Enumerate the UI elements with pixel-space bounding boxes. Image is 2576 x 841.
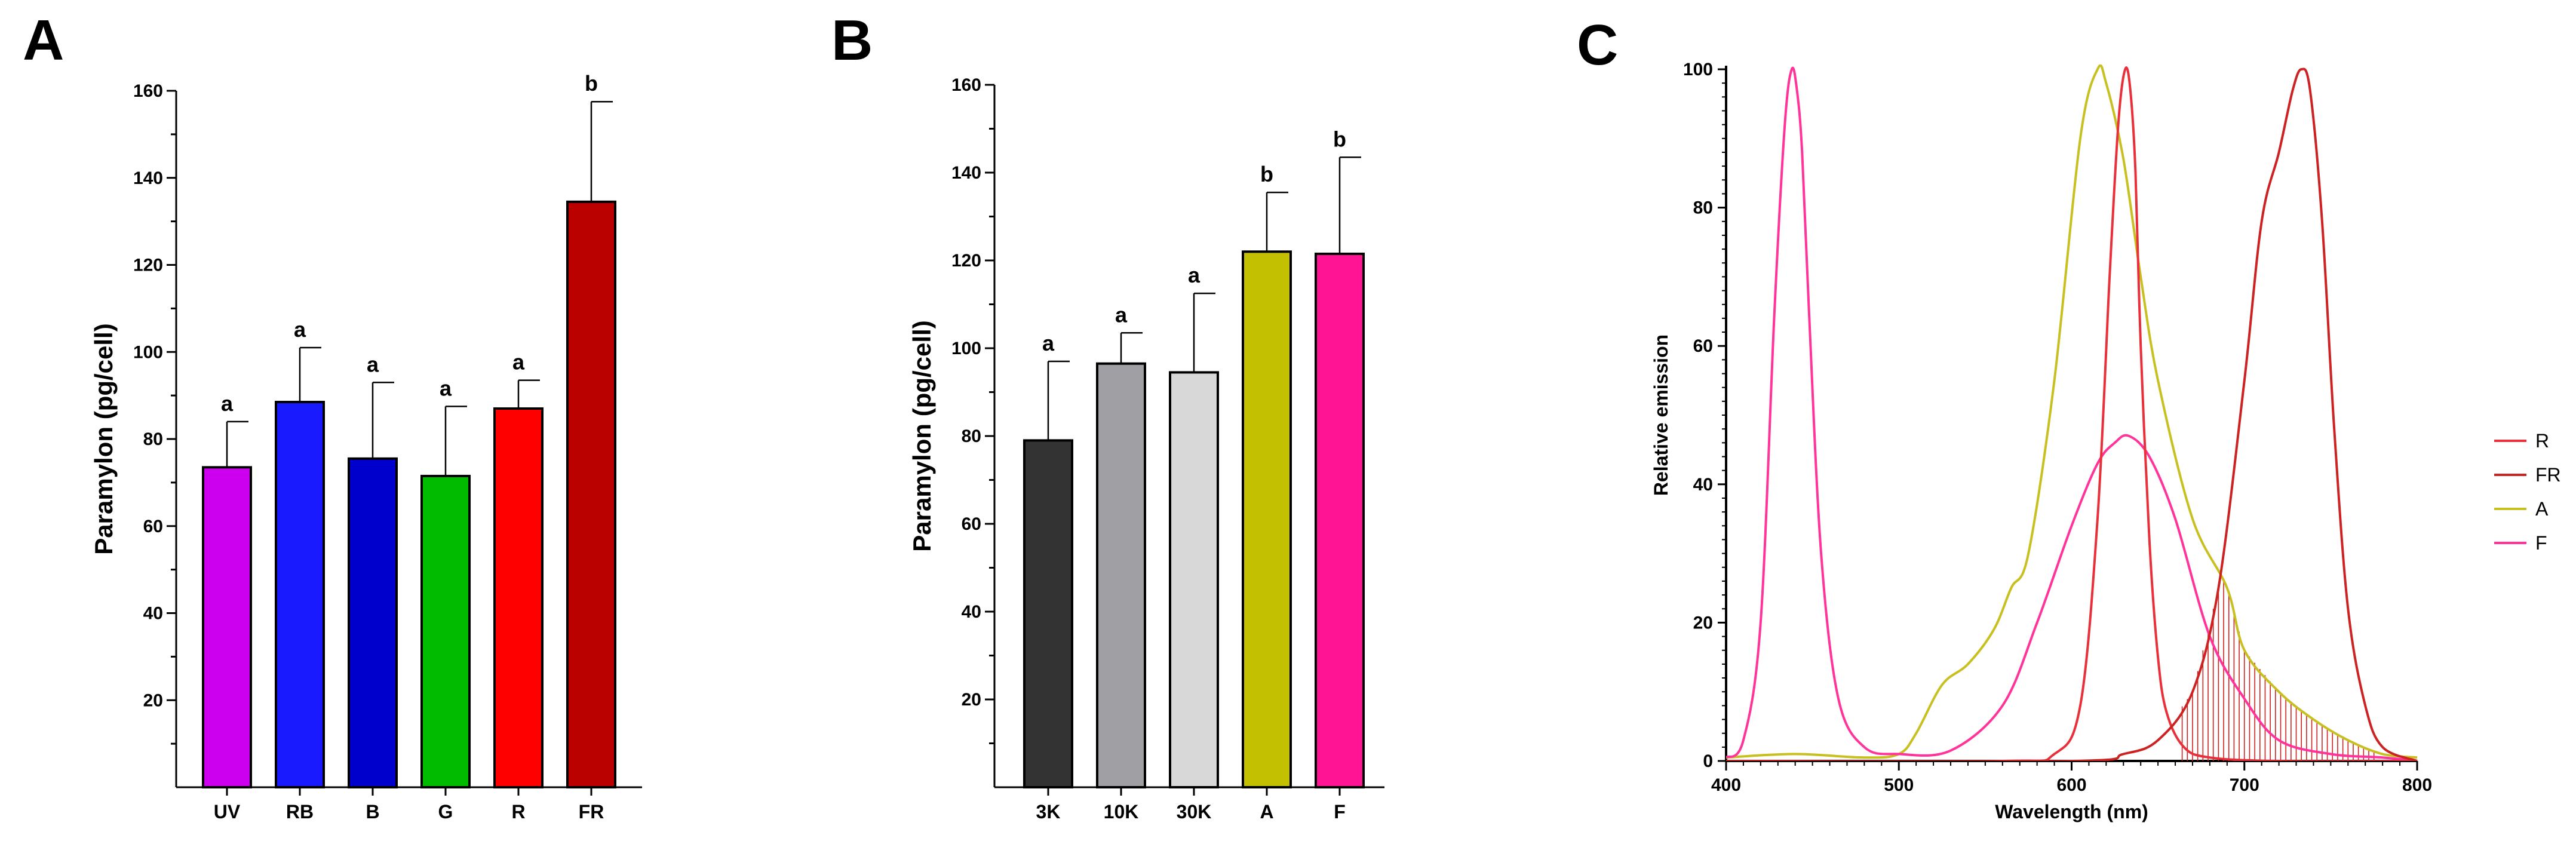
bar-3k bbox=[1023, 439, 1073, 788]
significance-label: a bbox=[440, 376, 452, 400]
significance-label: a bbox=[1042, 331, 1055, 355]
x-tick-label: 600 bbox=[2056, 775, 2086, 795]
x-tick-label: RB bbox=[286, 801, 314, 822]
y-axis-title: Paramylon (pg/cell) bbox=[908, 320, 936, 551]
y-axis-title: Paramylon (pg/cell) bbox=[90, 323, 118, 554]
y-tick-label: 20 bbox=[143, 690, 163, 710]
y-tick-label: 80 bbox=[143, 429, 163, 449]
y-tick-label: 80 bbox=[962, 426, 981, 446]
y-tick-label: 60 bbox=[1693, 336, 1713, 356]
series-line-f bbox=[1726, 66, 2418, 761]
x-tick-label: 800 bbox=[2402, 775, 2432, 795]
x-tick-label: A bbox=[1260, 801, 1273, 822]
y-tick-label: 140 bbox=[133, 168, 163, 188]
bar-fr bbox=[566, 200, 616, 788]
y-tick-label: 40 bbox=[962, 602, 981, 622]
significance-label: b bbox=[1333, 127, 1346, 151]
y-tick-label: 60 bbox=[962, 514, 981, 534]
y-tick-label: 60 bbox=[143, 517, 163, 536]
panel-letter-b: B bbox=[831, 8, 873, 72]
significance-label: a bbox=[221, 391, 234, 416]
bar-b bbox=[348, 457, 398, 788]
y-tick-label: 120 bbox=[133, 256, 163, 275]
panel-letter-c: C bbox=[1577, 13, 1618, 77]
significance-label: b bbox=[1260, 162, 1273, 186]
y-tick-label: 20 bbox=[1693, 613, 1713, 633]
x-tick-label: 500 bbox=[1884, 775, 1914, 795]
bar-r bbox=[493, 407, 544, 788]
legend-label-a: A bbox=[2535, 498, 2549, 520]
bar-chart-b: 20 40 60 80 100 120 140 160 a 3K a 10K a 30K b Ab F Param… bbox=[908, 75, 1384, 822]
x-tick-label: UV bbox=[214, 801, 241, 822]
y-tick-label: 20 bbox=[962, 690, 981, 710]
significance-label: a bbox=[367, 352, 379, 376]
x-tick-label: F bbox=[1334, 801, 1346, 822]
legend-c: R FR AF bbox=[2494, 430, 2561, 554]
bar-10k bbox=[1096, 362, 1146, 788]
y-tick-label: 80 bbox=[1693, 198, 1713, 218]
line-chart-c: 0 20 40 60 80 100 400 500 600 700 800 Wavelength (n… bbox=[1650, 60, 2432, 822]
bar-30k bbox=[1169, 371, 1219, 788]
y-tick-label: 160 bbox=[951, 75, 981, 95]
x-tick-label: 700 bbox=[2230, 775, 2259, 795]
series-line-fr bbox=[1726, 67, 2418, 761]
series-line-r bbox=[1726, 66, 2417, 761]
y-axis-title: Relative emission bbox=[1650, 334, 1672, 496]
x-axis-title: Wavelength (nm) bbox=[1995, 801, 2148, 822]
y-tick-label: 100 bbox=[133, 342, 163, 362]
y-tick-label: 140 bbox=[951, 163, 981, 183]
legend-label-f: F bbox=[2535, 532, 2547, 554]
significance-label: a bbox=[1115, 302, 1128, 327]
bar-a bbox=[1242, 250, 1292, 788]
y-tick-label: 0 bbox=[1703, 751, 1713, 771]
bar-f bbox=[1315, 252, 1365, 789]
bar-g bbox=[420, 474, 471, 788]
y-tick-label: 120 bbox=[951, 251, 981, 271]
y-tick-label: 40 bbox=[1693, 475, 1713, 495]
legend-label-r: R bbox=[2535, 430, 2549, 452]
x-tick-label: 400 bbox=[1711, 775, 1741, 795]
bar-uv bbox=[202, 466, 252, 788]
significance-label: a bbox=[512, 350, 525, 375]
bar-rb bbox=[275, 401, 325, 788]
x-tick-label: B bbox=[366, 801, 379, 822]
y-tick-label: 40 bbox=[143, 604, 163, 624]
x-tick-label: 3K bbox=[1036, 801, 1061, 822]
x-tick-label: R bbox=[511, 801, 525, 822]
y-tick-label: 160 bbox=[133, 81, 163, 101]
bar-chart-a: 20 40 60 80 100 120 140 160 a UV a RB a Ba Ga Rb FR Param… bbox=[90, 71, 642, 822]
significance-label: a bbox=[294, 317, 306, 342]
x-tick-label: FR bbox=[579, 801, 604, 822]
series-line-a bbox=[1726, 65, 2418, 759]
x-tick-label: G bbox=[438, 801, 453, 822]
panel-letter-a: A bbox=[23, 8, 64, 72]
significance-label: a bbox=[1188, 263, 1201, 287]
y-tick-label: 100 bbox=[951, 339, 981, 358]
significance-label: b bbox=[585, 71, 598, 96]
x-tick-label: 10K bbox=[1104, 801, 1139, 822]
legend-label-fr: FR bbox=[2535, 464, 2561, 486]
y-tick-label: 100 bbox=[1683, 60, 1713, 79]
x-tick-label: 30K bbox=[1177, 801, 1212, 822]
